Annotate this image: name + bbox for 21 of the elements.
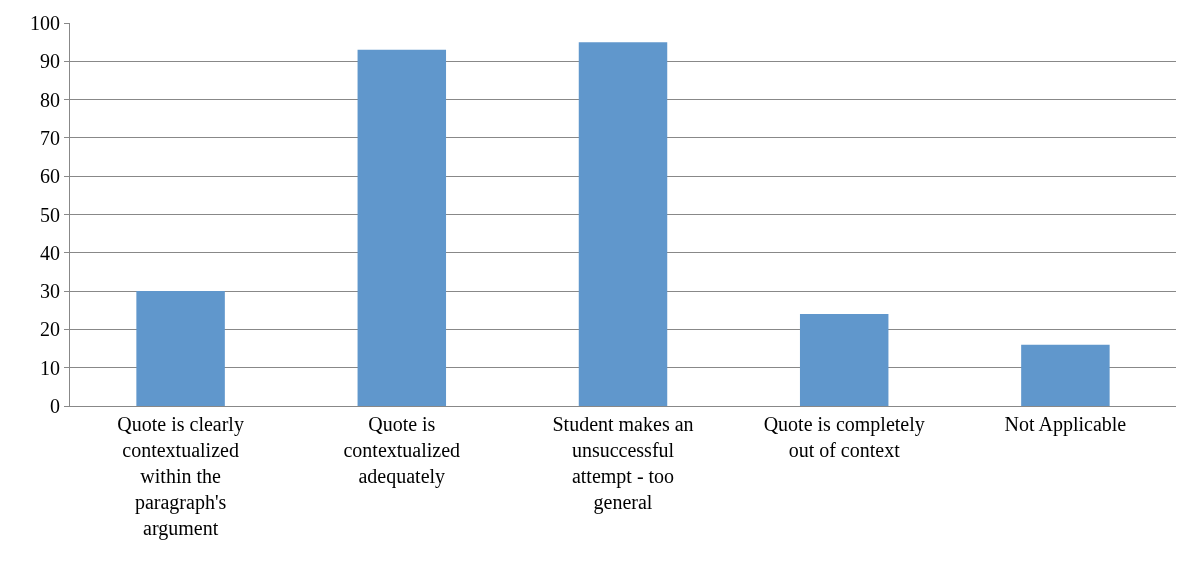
- y-tick-label: 10: [40, 356, 60, 379]
- bar: [578, 42, 668, 406]
- y-tick-label: 90: [40, 50, 60, 73]
- bar: [136, 291, 225, 406]
- y-tick-label: 70: [40, 126, 60, 149]
- y-tick-label: 100: [30, 12, 60, 34]
- bar: [799, 314, 889, 406]
- y-tick-label: 80: [40, 88, 60, 111]
- bar: [357, 49, 447, 406]
- bar: [1021, 344, 1110, 406]
- x-tick-label: Quote is completely out of context: [763, 413, 925, 461]
- x-tick-label: Quote is clearly contextualized within the paragraph's argument: [117, 413, 244, 540]
- y-tick-label: 60: [40, 165, 60, 188]
- y-tick-label: 30: [40, 280, 60, 303]
- y-tick-label: 40: [40, 241, 60, 264]
- x-tick-label: Not Applicable: [1004, 413, 1127, 436]
- y-tick-label: 20: [40, 318, 60, 341]
- x-tick-label: Student makes an unsuccessful attempt - too general: [552, 413, 694, 514]
- y-tick-label: 0: [50, 395, 60, 417]
- x-tick-label: Quote is contextualized adequately: [343, 413, 461, 488]
- y-tick-label: 50: [40, 203, 60, 226]
